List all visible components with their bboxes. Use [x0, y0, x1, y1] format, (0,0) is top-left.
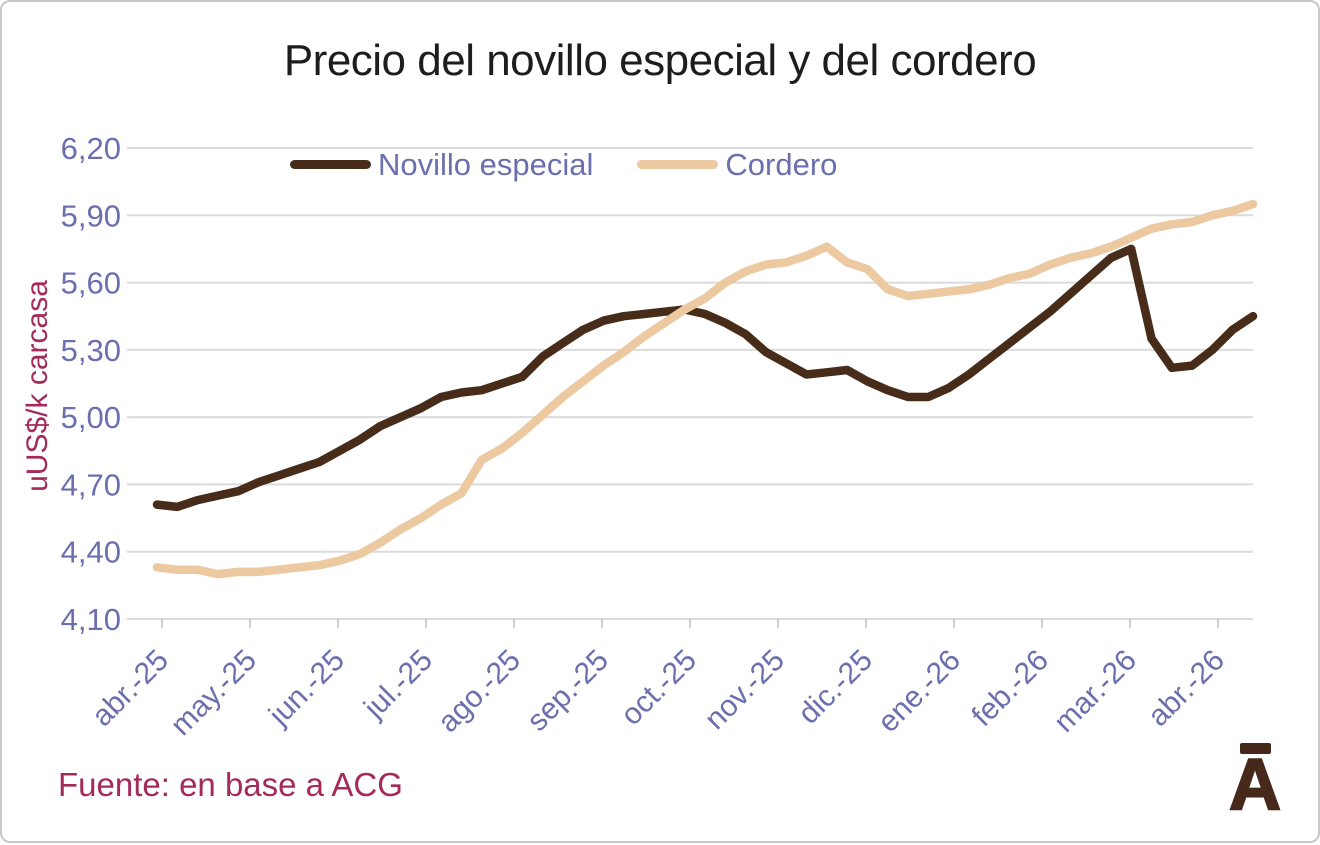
x-axis-tick-label: feb.-26 — [966, 644, 1055, 733]
x-axis-tick-label: mar.-26 — [1048, 644, 1143, 739]
x-axis-tick-label: jul.-25 — [357, 644, 439, 726]
legend: Novillo especial Cordero — [290, 149, 837, 180]
x-axis-tick-label: abr.-25 — [86, 644, 175, 733]
y-axis-tick-label: 6,20 — [61, 131, 121, 166]
series-line-cordero — [152, 199, 1258, 579]
brand-logo: A — [1228, 743, 1282, 825]
y-axis-tick-label: 5,30 — [61, 333, 121, 368]
x-axis-tick-label: abr.-26 — [1142, 644, 1231, 733]
y-axis-tick-label: 4,10 — [61, 602, 121, 637]
x-axis-tick-label: jun.-25 — [262, 644, 351, 733]
legend-label-cordero: Cordero — [725, 147, 838, 182]
legend-swatch-novillo-especial — [290, 160, 371, 169]
y-axis-tick-label: 4,70 — [61, 467, 121, 502]
x-axis-tick-label: nov.-25 — [698, 644, 791, 737]
x-axis-tick-label: dic.-25 — [792, 644, 879, 731]
legend-swatch-cordero — [637, 160, 719, 169]
chart-title: Precio del novillo especial y del corder… — [283, 36, 1037, 85]
x-axis-tick-label: may.-25 — [165, 644, 263, 742]
y-axis-tick-label: 4,40 — [61, 535, 121, 570]
x-axis-tick-label: oct.-25 — [615, 644, 703, 732]
x-axis-tick-label: sep.-25 — [521, 644, 615, 738]
y-axis-tick-label: 5,60 — [61, 266, 121, 301]
series-line-novillo-especial — [152, 244, 1258, 512]
y-axis-tick-label: 5,90 — [61, 198, 121, 233]
x-axis-tick-label: ene.-26 — [872, 644, 967, 739]
x-axis-tick-label: ago.-25 — [432, 644, 527, 739]
logo-letter: A — [1228, 745, 1282, 825]
legend-label-novillo-especial: Novillo especial — [378, 147, 594, 182]
source-note: Fuente: en base a ACG — [58, 766, 403, 803]
logo-macron-bar-icon — [1239, 743, 1271, 754]
y-axis-tick-label: 5,00 — [61, 400, 121, 435]
